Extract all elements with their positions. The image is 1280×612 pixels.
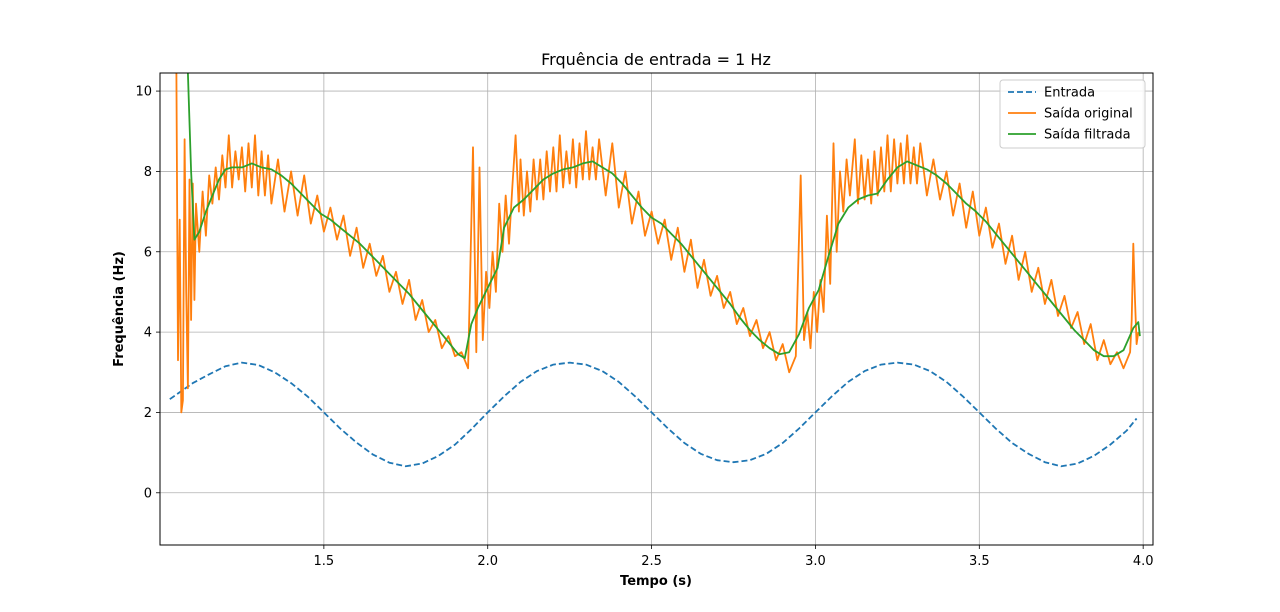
- legend-label: Entrada: [1044, 86, 1095, 101]
- legend: Entrada Saída original Saída filtrada: [999, 79, 1146, 149]
- legend-label: Saída original: [1044, 107, 1133, 122]
- x-tick-label: 3.0: [805, 554, 826, 569]
- series-layer: [169, 73, 1141, 468]
- grid: [160, 73, 1153, 545]
- x-tick-label: 2.0: [477, 554, 498, 569]
- y-tick-label: 10: [135, 85, 152, 100]
- y-tick-label: 4: [144, 326, 152, 341]
- y-tick-label: 0: [144, 486, 152, 501]
- series-line-3: [187, 73, 1141, 360]
- x-tick-label: 1.5: [314, 554, 335, 569]
- y-tick-label: 6: [144, 245, 152, 260]
- chart-title: Frquência de entrada = 1 Hz: [541, 50, 771, 69]
- x-tick-label: 2.5: [641, 554, 662, 569]
- plot-frame: [159, 72, 1154, 546]
- legend-label: Saída filtrada: [1044, 128, 1131, 143]
- x-tick-label: 4.0: [1133, 554, 1154, 569]
- series-line-1: [169, 361, 1138, 468]
- axis-ticks: 1.5 2.0 2.5 3.0 3.5 4.0 0 2 4 6 8 10: [135, 85, 1153, 569]
- x-axis-label: Tempo (s): [620, 574, 692, 589]
- series-line-2: [175, 73, 1140, 414]
- y-tick-label: 2: [144, 406, 152, 421]
- y-axis-label: Frequência (Hz): [112, 251, 127, 367]
- x-tick-label: 3.5: [969, 554, 990, 569]
- legend-box: [999, 79, 1146, 149]
- y-tick-label: 8: [144, 165, 152, 180]
